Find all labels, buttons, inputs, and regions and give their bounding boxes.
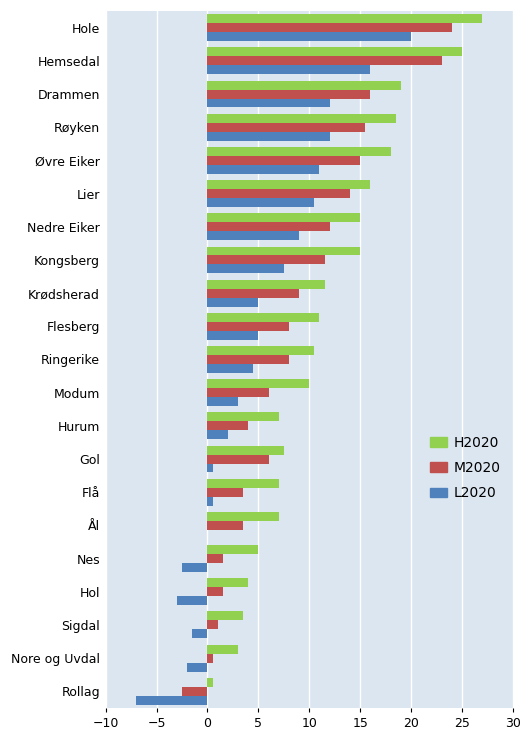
Bar — [207, 322, 289, 330]
Bar — [207, 189, 350, 198]
Bar — [207, 554, 223, 563]
Bar — [207, 198, 314, 207]
Bar — [207, 578, 248, 588]
Bar — [207, 346, 314, 355]
Bar — [207, 521, 243, 530]
Bar — [207, 180, 370, 189]
Bar — [207, 512, 279, 521]
Bar — [207, 298, 259, 307]
Bar — [207, 611, 243, 620]
Bar — [207, 388, 269, 397]
Bar — [182, 687, 207, 696]
Bar — [207, 132, 330, 141]
Bar — [207, 422, 248, 431]
Bar — [207, 413, 279, 422]
Bar — [207, 23, 452, 32]
Bar — [207, 355, 289, 364]
Bar — [192, 629, 207, 638]
Bar — [182, 563, 207, 572]
Bar — [207, 313, 320, 322]
Bar — [207, 445, 284, 454]
Bar — [207, 588, 223, 597]
Bar — [207, 47, 462, 56]
Bar — [207, 545, 259, 554]
Bar — [207, 147, 391, 156]
Bar — [207, 123, 365, 132]
Bar — [207, 479, 279, 488]
Bar — [207, 454, 269, 464]
Bar — [207, 330, 259, 339]
Bar — [207, 645, 238, 654]
Bar — [207, 431, 228, 439]
Bar — [207, 279, 325, 289]
Bar — [207, 32, 411, 41]
Bar — [207, 65, 370, 74]
Bar — [207, 156, 360, 165]
Bar — [187, 662, 207, 671]
Bar — [207, 213, 360, 222]
Bar — [207, 114, 396, 123]
Bar — [207, 247, 360, 256]
Bar — [207, 364, 253, 373]
Bar — [207, 81, 401, 90]
Bar — [207, 14, 483, 23]
Bar — [207, 379, 309, 388]
Bar — [177, 597, 207, 605]
Bar — [136, 696, 207, 705]
Bar — [207, 289, 299, 298]
Bar — [207, 165, 320, 174]
Bar — [207, 397, 238, 406]
Bar — [207, 99, 330, 107]
Bar — [207, 56, 442, 65]
Bar — [207, 265, 284, 273]
Bar — [207, 496, 213, 505]
Bar — [207, 256, 325, 265]
Legend: H2020, M2020, L2020: H2020, M2020, L2020 — [425, 431, 506, 506]
Bar — [207, 654, 213, 662]
Bar — [207, 678, 213, 687]
Bar — [207, 620, 218, 629]
Bar — [207, 90, 370, 99]
Bar — [207, 488, 243, 496]
Bar — [207, 464, 213, 473]
Bar — [207, 222, 330, 231]
Bar — [207, 231, 299, 240]
